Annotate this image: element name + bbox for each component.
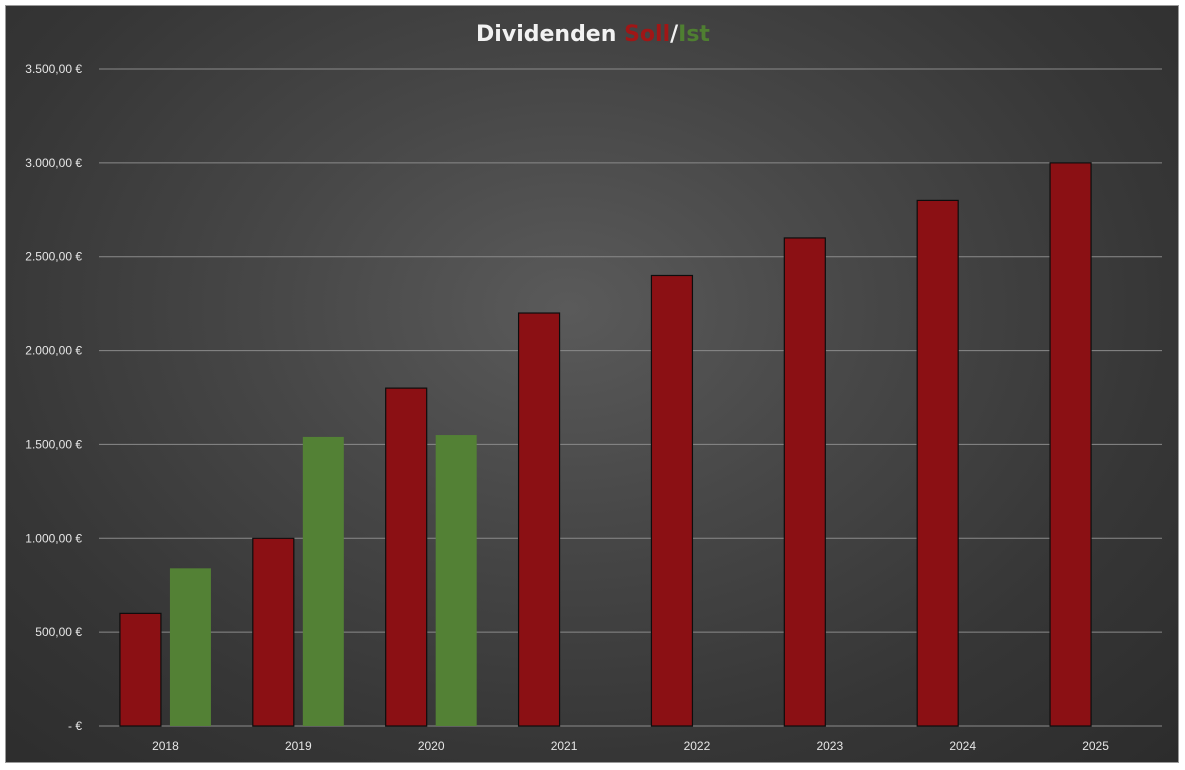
y-tick-label: 1.000,00 € — [25, 531, 82, 545]
x-tick-label: 2018 — [152, 739, 179, 753]
x-tick-label: 2025 — [1082, 739, 1109, 753]
title-part-slash: / — [670, 22, 679, 47]
x-tick-label: 2020 — [418, 739, 445, 753]
title-part-ist: Ist — [678, 22, 710, 47]
chart-title: Dividenden Soll/Ist — [476, 22, 710, 47]
bars — [119, 162, 1092, 727]
x-tick-label: 2022 — [684, 739, 711, 753]
bar-ist-2018 — [169, 568, 211, 726]
chart-area: Dividenden Soll/Ist - € 500,00 € 1.000,00 … — [5, 5, 1179, 763]
bar-soll-2023 — [783, 237, 826, 727]
y-tick-label: 2.500,00 € — [25, 250, 82, 264]
bar-soll-2019 — [252, 537, 295, 727]
bar-soll-2022 — [650, 274, 694, 727]
bar-soll-2018 — [119, 612, 162, 727]
y-axis-tick-labels: - € 500,00 € 1.000,00 € 1.500,00 € 2.000,00 … — [25, 62, 82, 733]
y-tick-label: 1.500,00 € — [25, 437, 82, 451]
bar-ist-2019 — [302, 436, 344, 726]
y-tick-label: 3.500,00 € — [25, 62, 82, 76]
bar-soll-2025 — [1049, 162, 1092, 727]
x-tick-label: 2023 — [816, 739, 843, 753]
bar-soll-2020 — [385, 387, 428, 727]
bar-soll-2024 — [916, 199, 959, 727]
title-part-soll: Soll — [624, 22, 670, 47]
y-tick-label: 500,00 € — [35, 625, 82, 639]
x-tick-label: 2024 — [949, 739, 976, 753]
y-tick-label: 3.000,00 € — [25, 156, 82, 170]
x-tick-label: 2019 — [285, 739, 312, 753]
x-tick-label: 2021 — [551, 739, 578, 753]
bar-ist-2020 — [435, 435, 477, 726]
bar-soll-2021 — [517, 312, 561, 727]
title-part-dividenden: Dividenden — [476, 22, 624, 47]
x-axis-tick-labels: 2018 2019 2020 2021 2022 2023 2024 2025 — [152, 739, 1109, 753]
chart-svg: Dividenden Soll/Ist - € 500,00 € 1.000,00 … — [25, 22, 1162, 753]
y-tick-label: - € — [68, 719, 82, 733]
y-tick-label: 2.000,00 € — [25, 344, 82, 358]
